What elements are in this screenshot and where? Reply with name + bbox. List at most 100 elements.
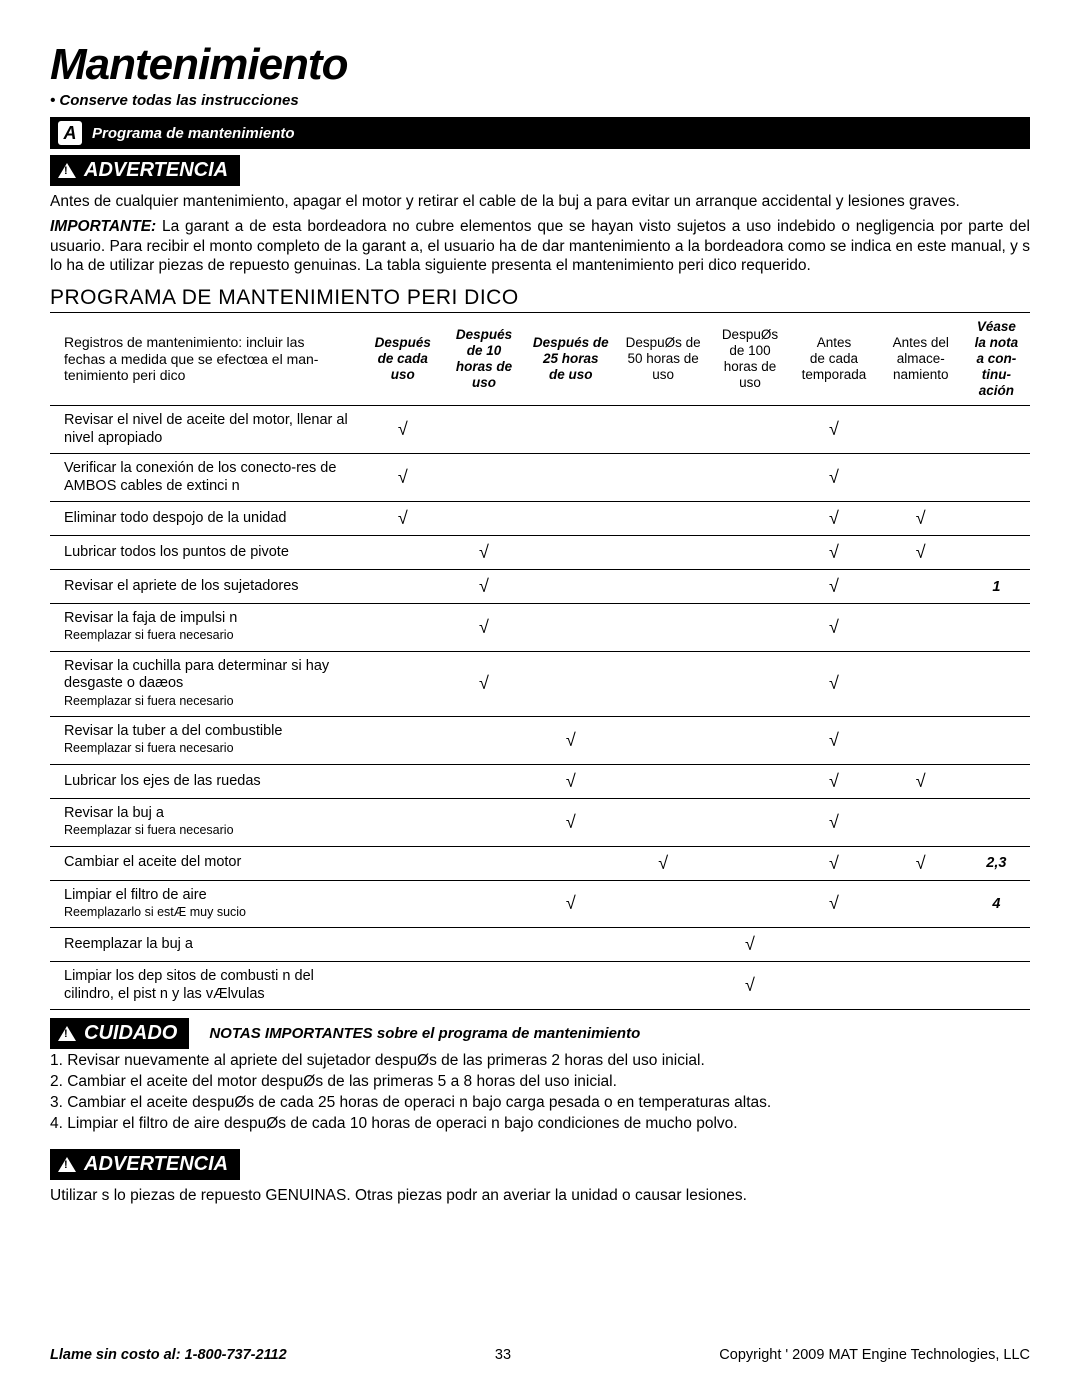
row-note xyxy=(963,962,1030,1010)
table-row: Eliminar todo despojo de la unidad√√√ xyxy=(50,502,1030,536)
row-check: √ xyxy=(789,764,879,798)
row-check xyxy=(442,962,526,1010)
row-check: √ xyxy=(526,764,616,798)
row-check: √ xyxy=(789,502,879,536)
row-check xyxy=(364,798,442,846)
table-row: Verificar la conexión de los conecto-res… xyxy=(50,454,1030,502)
row-check xyxy=(526,502,616,536)
row-check: √ xyxy=(879,764,963,798)
row-check: √ xyxy=(879,502,963,536)
warning-text-1: ADVERTENCIA xyxy=(84,159,228,182)
th-col6: Antesde cadatemporada xyxy=(789,313,879,406)
row-check: √ xyxy=(789,798,879,846)
warning-text-2: ADVERTENCIA xyxy=(84,1153,228,1176)
row-check xyxy=(879,928,963,962)
row-description: Lubricar los ejes de las ruedas xyxy=(50,764,364,798)
row-check xyxy=(526,928,616,962)
row-check: √ xyxy=(789,604,879,652)
warning-icon xyxy=(58,1157,76,1172)
row-check xyxy=(879,454,963,502)
row-check xyxy=(879,798,963,846)
row-description: Cambiar el aceite del motor xyxy=(50,846,364,880)
row-check xyxy=(526,651,616,716)
row-check xyxy=(879,651,963,716)
paragraph-3: Utilizar s lo piezas de repuesto GENUINA… xyxy=(50,1186,1030,1205)
row-check xyxy=(616,651,711,716)
row-check xyxy=(616,880,711,928)
row-check xyxy=(442,454,526,502)
table-row: Lubricar los ejes de las ruedas√√√ xyxy=(50,764,1030,798)
row-description: Revisar el nivel de aceite del motor, ll… xyxy=(50,406,364,454)
warning-badge-1: ADVERTENCIA xyxy=(50,155,240,186)
row-description: Revisar el apriete de los sujetadores xyxy=(50,570,364,604)
row-description: Verificar la conexión de los conecto-res… xyxy=(50,454,364,502)
row-description: Limpiar los dep sitos de combusti n del … xyxy=(50,962,364,1010)
row-description: Revisar la buj aReemplazar si fuera nece… xyxy=(50,798,364,846)
paragraph-1: Antes de cualquier mantenimiento, apagar… xyxy=(50,192,1030,211)
row-check xyxy=(616,716,711,764)
row-check: √ xyxy=(879,536,963,570)
row-check xyxy=(711,880,789,928)
row-check xyxy=(879,880,963,928)
section-bar: A Programa de mantenimiento xyxy=(50,117,1030,149)
note-line: 1. Revisar nuevamente al apriete del suj… xyxy=(50,1051,1030,1072)
row-check xyxy=(711,764,789,798)
row-check xyxy=(616,604,711,652)
row-check xyxy=(364,604,442,652)
row-check xyxy=(526,570,616,604)
table-row: Revisar la faja de impulsi nReemplazar s… xyxy=(50,604,1030,652)
row-check xyxy=(711,798,789,846)
row-description: Eliminar todo despojo de la unidad xyxy=(50,502,364,536)
table-section-heading: PROGRAMA DE MANTENIMIENTO PERI DICO xyxy=(50,286,1030,313)
table-row: Cambiar el aceite del motor√√√2,3 xyxy=(50,846,1030,880)
row-check xyxy=(879,570,963,604)
row-check xyxy=(711,502,789,536)
row-check xyxy=(364,880,442,928)
row-check xyxy=(442,716,526,764)
table-row: Limpiar los dep sitos de combusti n del … xyxy=(50,962,1030,1010)
row-check xyxy=(711,570,789,604)
th-col2: Despuésde 10horas deuso xyxy=(442,313,526,406)
row-check xyxy=(442,928,526,962)
row-check xyxy=(616,928,711,962)
row-check xyxy=(526,454,616,502)
row-check xyxy=(711,846,789,880)
row-check: √ xyxy=(616,846,711,880)
notes-heading: NOTAS IMPORTANTES sobre el programa de m… xyxy=(209,1025,640,1042)
footer-call: Llame sin costo al: 1-800-737-2112 xyxy=(50,1347,287,1363)
th-col4: DespuØs de50 horas deuso xyxy=(616,313,711,406)
page-footer: Llame sin costo al: 1-800-737-2112 33 Co… xyxy=(50,1347,1030,1363)
row-check xyxy=(364,651,442,716)
row-check: √ xyxy=(442,651,526,716)
row-note xyxy=(963,764,1030,798)
row-check: √ xyxy=(526,798,616,846)
row-check: √ xyxy=(789,880,879,928)
row-check: √ xyxy=(789,536,879,570)
row-note: 1 xyxy=(963,570,1030,604)
paragraph-2: IMPORTANTE: La garant a de esta bordeado… xyxy=(50,217,1030,275)
footer-page-number: 33 xyxy=(495,1347,511,1363)
row-check xyxy=(879,716,963,764)
row-check: √ xyxy=(711,962,789,1010)
row-check xyxy=(364,764,442,798)
row-description: Revisar la faja de impulsi nReemplazar s… xyxy=(50,604,364,652)
row-check xyxy=(364,846,442,880)
section-bar-text: Programa de mantenimiento xyxy=(92,125,295,142)
row-check xyxy=(616,502,711,536)
th-col3: Después de25 horasde uso xyxy=(526,313,616,406)
row-note: 2,3 xyxy=(963,846,1030,880)
row-check: √ xyxy=(526,716,616,764)
row-note xyxy=(963,536,1030,570)
row-check xyxy=(711,454,789,502)
row-note xyxy=(963,651,1030,716)
row-check xyxy=(526,962,616,1010)
row-note xyxy=(963,502,1030,536)
warning-badge-2: ADVERTENCIA xyxy=(50,1149,240,1180)
row-check xyxy=(442,798,526,846)
row-check xyxy=(616,962,711,1010)
row-description: Lubricar todos los puntos de pivote xyxy=(50,536,364,570)
th-col5: DespuØsde 100horas deuso xyxy=(711,313,789,406)
row-check xyxy=(526,536,616,570)
row-description: Limpiar el filtro de aireReemplazarlo si… xyxy=(50,880,364,928)
row-check: √ xyxy=(789,570,879,604)
